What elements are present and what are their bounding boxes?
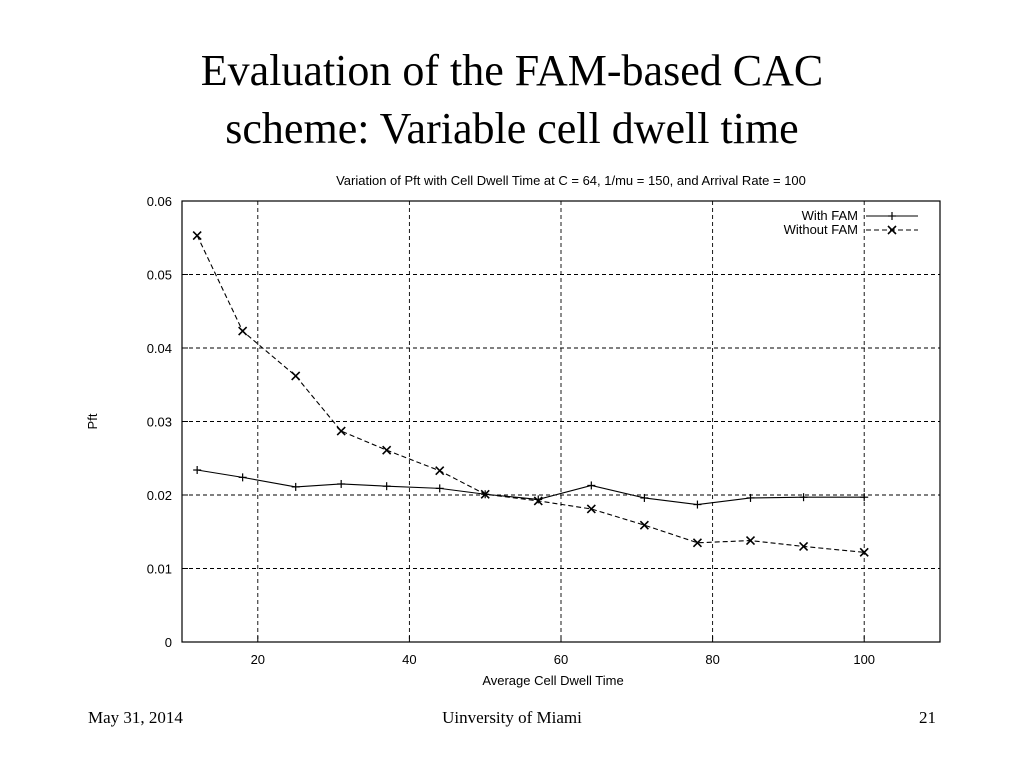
y-tick-label: 0 — [165, 635, 172, 650]
x-tick-label: 80 — [705, 652, 719, 667]
legend-marker-without-fam-b — [887, 225, 897, 235]
series-line-with-fam — [197, 469, 865, 506]
x-axis-label: Average Cell Dwell Time — [482, 673, 623, 688]
y-axis-label: Pft — [85, 413, 100, 429]
x-tick-label: 60 — [554, 652, 568, 667]
y-tick-label: 0.01 — [147, 562, 172, 577]
data-point-without-fam-b — [586, 504, 596, 514]
data-point-without-fam-b — [480, 489, 490, 499]
data-point-without-fam-b — [745, 536, 756, 546]
legend-label-with-fam: With FAM — [802, 208, 858, 223]
data-point-without-fam-b — [639, 520, 649, 530]
legend-label-without-fam: Without FAM — [784, 222, 858, 237]
y-tick-label: 0.04 — [147, 341, 172, 356]
data-point-without-fam-b — [336, 426, 346, 436]
y-tick-label: 0.06 — [147, 194, 172, 209]
data-point-without-fam-b — [798, 541, 809, 552]
data-point-without-fam-b — [859, 547, 869, 557]
y-tick-label: 0.02 — [147, 488, 172, 503]
chart: Variation of Pft with Cell Dwell Time at… — [85, 173, 941, 688]
x-tick-label: 20 — [251, 652, 265, 667]
y-tick-label: 0.03 — [147, 415, 172, 430]
data-point-without-fam-b — [533, 496, 543, 506]
x-tick-label: 40 — [402, 652, 416, 667]
footer-date: May 31, 2014 — [88, 708, 183, 727]
slide-title: Evaluation of the FAM-based CAC scheme: … — [0, 42, 1024, 158]
footer-page-number: 21 — [919, 708, 936, 727]
series-line-without-fam — [196, 235, 865, 553]
slide-title-line-1: Evaluation of the FAM-based CAC — [200, 46, 824, 95]
y-tick-label: 0.05 — [147, 268, 172, 283]
slide-title-line-2: scheme: Variable cell dwell time — [225, 104, 799, 153]
data-point-without-fam-b — [692, 538, 703, 548]
data-point-without-fam-b — [192, 230, 202, 241]
x-tick-label: 100 — [853, 652, 875, 667]
data-point-without-fam-b — [382, 445, 392, 455]
footer-organization: Uinversity of Miami — [442, 708, 582, 727]
data-point-without-fam-b — [238, 326, 248, 336]
data-point-without-fam-b — [291, 371, 301, 381]
data-point-without-fam-b — [435, 466, 445, 476]
chart-title: Variation of Pft with Cell Dwell Time at… — [336, 173, 806, 188]
